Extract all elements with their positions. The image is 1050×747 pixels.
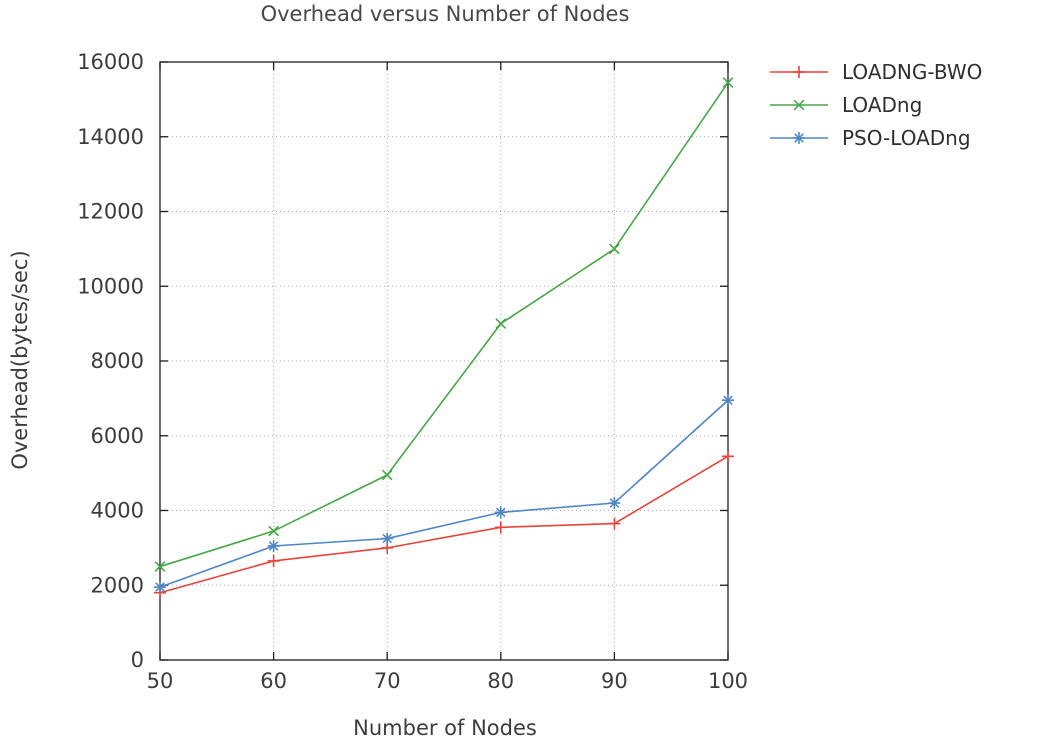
y-tick-label: 8000: [91, 349, 144, 373]
legend-label: LOADng: [842, 93, 923, 117]
chart-title: Overhead versus Number of Nodes: [260, 2, 630, 26]
x-tick-label: 70: [374, 669, 401, 693]
plus-marker: [793, 66, 805, 78]
legend-item: PSO-LOADng: [768, 126, 982, 150]
plus-marker: [267, 554, 280, 567]
plus-marker: [722, 450, 734, 463]
tick-marks: [159, 61, 729, 661]
y-tick-label: 4000: [91, 499, 144, 523]
legend-label: LOADNG-BWO: [842, 60, 983, 84]
tick-labels: 50 60 70 80 90 100 0 2000 4000 6000 8000 10000 12000…: [77, 50, 748, 693]
legend-sample: [770, 132, 828, 144]
y-axis-label: Overhead(bytes/sec): [8, 250, 32, 470]
series-LOADng: [154, 77, 734, 572]
x-tick-label: 80: [487, 669, 514, 693]
asterisk-marker: [494, 506, 507, 519]
series-line: [159, 399, 729, 588]
grid: [159, 61, 729, 661]
y-tick-label: 12000: [77, 200, 144, 224]
series-line: [159, 455, 729, 594]
cross-marker: [154, 561, 166, 572]
cross-marker: [381, 469, 393, 481]
y-tick-label: 0: [131, 648, 144, 672]
legend-sample: [770, 66, 828, 78]
x-tick-label: 60: [260, 669, 287, 693]
cross-marker: [268, 525, 279, 537]
x-tick-label: 90: [601, 669, 628, 693]
legend-sample: [770, 99, 828, 111]
x-axis-label: Number of Nodes: [353, 716, 537, 740]
legend-item: LOADng: [768, 93, 982, 117]
cross-marker: [609, 243, 620, 255]
series-line: [159, 82, 729, 568]
asterisk-marker: [381, 532, 394, 545]
plus-marker: [494, 521, 507, 534]
asterisk-marker: [608, 497, 621, 510]
y-tick-label: 2000: [91, 573, 144, 597]
x-tick-label: 50: [147, 669, 174, 693]
cross-marker: [793, 99, 805, 111]
asterisk-marker: [154, 581, 166, 594]
asterisk-marker: [267, 540, 280, 553]
x-tick-label: 100: [708, 669, 748, 693]
legend-item: LOADNG-BWO: [768, 60, 982, 84]
y-tick-label: 14000: [77, 125, 144, 149]
legend: LOADNG-BWO LOADng PSO-LOADng: [768, 60, 982, 150]
plus-marker: [608, 517, 621, 530]
cross-marker: [495, 318, 507, 329]
y-tick-label: 10000: [77, 274, 144, 298]
series-PSO-LOADng: [154, 394, 734, 594]
cross-marker: [722, 77, 734, 88]
legend-label: PSO-LOADng: [842, 126, 971, 150]
y-tick-label: 6000: [91, 424, 144, 448]
y-tick-label: 16000: [77, 50, 144, 74]
asterisk-marker: [793, 132, 805, 144]
asterisk-marker: [722, 394, 734, 407]
